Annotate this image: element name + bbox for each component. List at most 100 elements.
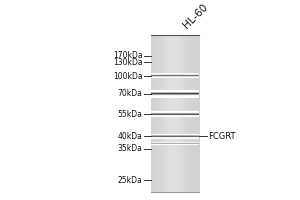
Bar [196,35,197,192]
Bar [178,35,179,192]
Bar [154,35,155,192]
Bar [156,35,157,192]
Bar [152,75,199,76]
Bar [187,35,188,192]
Bar [152,116,199,117]
Bar [152,138,199,139]
Bar [166,35,167,192]
Bar [152,35,199,192]
Bar [152,144,199,145]
Bar [152,138,199,139]
Bar [152,115,199,116]
Bar [152,143,199,144]
Bar [152,76,199,77]
Bar [160,35,161,192]
Bar [182,35,183,192]
Bar [155,35,156,192]
Bar [152,142,199,143]
Bar [190,35,191,192]
Bar [152,136,199,137]
Bar [191,35,192,192]
Bar [152,74,199,75]
Text: 55kDa: 55kDa [118,110,142,119]
Bar [174,35,175,192]
Bar [171,35,172,192]
Text: 170kDa: 170kDa [113,51,142,60]
Bar [178,35,179,192]
Bar [152,143,199,144]
Text: 70kDa: 70kDa [118,89,142,98]
Bar [181,35,182,192]
Bar [159,35,160,192]
Bar [152,112,199,113]
Bar [152,134,199,135]
Bar [152,135,199,136]
Bar [173,35,174,192]
Bar [152,97,199,98]
Bar [159,35,160,192]
Bar [193,35,194,192]
Bar [179,35,180,192]
Bar [152,114,199,115]
Bar [156,35,157,192]
Bar [162,35,163,192]
Bar [152,136,199,137]
Bar [152,74,199,75]
Bar [152,144,199,145]
Bar [152,74,199,75]
Bar [195,35,196,192]
Bar [164,35,165,192]
Bar [152,96,199,97]
Bar [152,116,199,117]
Bar [188,35,189,192]
Bar [152,73,199,74]
Bar [152,93,199,94]
Bar [152,134,199,135]
Bar [152,111,199,112]
Bar [174,35,175,192]
Bar [154,35,155,192]
Bar [152,73,199,74]
Bar [183,35,184,192]
Bar [153,35,154,192]
Bar [152,144,199,145]
Bar [165,35,166,192]
Bar [152,135,199,136]
Bar [152,90,199,91]
Bar [152,111,199,112]
Bar [152,134,199,135]
Bar [167,35,168,192]
Bar [172,35,173,192]
Bar [157,35,158,192]
Bar [170,35,171,192]
Text: 35kDa: 35kDa [118,144,142,153]
Bar [152,77,199,78]
Bar [165,35,166,192]
Bar [152,112,199,113]
Bar [152,74,199,75]
Bar [152,143,199,144]
Bar [197,35,198,192]
Bar [175,35,176,192]
Bar [189,35,190,192]
Bar [152,90,199,91]
Bar [163,35,164,192]
Bar [152,73,199,74]
Bar [152,116,199,117]
Bar [152,91,199,92]
Bar [162,35,163,192]
Bar [152,142,199,143]
Text: FCGRT: FCGRT [208,132,236,141]
Bar [152,144,199,145]
Bar [176,35,177,192]
Bar [152,92,199,93]
Bar [199,35,200,192]
Bar [153,35,154,192]
Bar [160,35,161,192]
Bar [152,93,199,94]
Bar [152,94,199,95]
Bar [152,144,199,145]
Bar [152,75,199,76]
Bar [185,35,186,192]
Bar [171,35,172,192]
